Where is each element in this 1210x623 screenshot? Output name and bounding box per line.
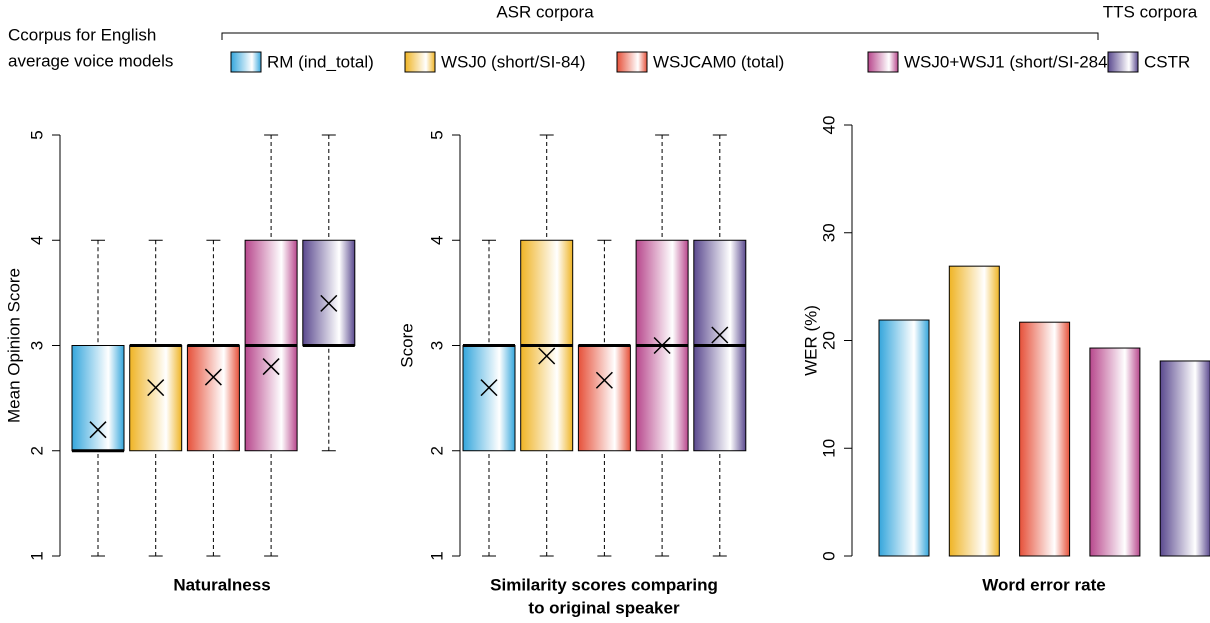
- y-tick-label: 3: [27, 341, 46, 350]
- legend-swatch: [404, 51, 436, 73]
- y-tick-label: 20: [819, 331, 838, 350]
- box: [186, 345, 240, 452]
- y-tick-label: 3: [427, 341, 446, 350]
- legend-title: average voice models: [8, 51, 173, 70]
- y-tick-label: 1: [27, 551, 46, 560]
- bar: [878, 319, 930, 557]
- mean-marker: [262, 358, 280, 376]
- mean-marker: [480, 379, 498, 397]
- legend-swatch: [1107, 51, 1139, 73]
- y-axis-label: WER (%): [801, 305, 820, 376]
- chart-title: Naturalness: [173, 575, 270, 594]
- mean-marker: [89, 421, 107, 439]
- mean-marker: [147, 379, 165, 397]
- chart-title: Similarity scores comparing: [490, 575, 718, 594]
- box: [71, 345, 125, 452]
- bar: [1089, 347, 1141, 557]
- mean-marker: [653, 336, 671, 355]
- bar: [1019, 321, 1071, 557]
- y-tick-label: 0: [819, 551, 838, 560]
- y-tick-label: 2: [427, 446, 446, 455]
- legend-bracket: [221, 32, 1099, 40]
- chart-title: Word error rate: [982, 575, 1105, 594]
- mean-marker: [711, 326, 729, 344]
- y-axis-label: Mean Opinion Score: [4, 268, 23, 423]
- bar: [1159, 360, 1210, 557]
- chart-title: to original speaker: [528, 598, 680, 617]
- legend-group-label: ASR corpora: [496, 2, 594, 21]
- legend-label: RM (ind_total): [267, 52, 374, 71]
- box: [302, 239, 356, 346]
- y-tick-label: 5: [427, 130, 446, 139]
- bar: [948, 265, 1000, 557]
- y-tick-label: 30: [819, 223, 838, 242]
- legend-swatch: [867, 51, 899, 73]
- box: [577, 345, 631, 452]
- y-tick-label: 5: [27, 130, 46, 139]
- legend-label: WSJ0+WSJ1 (short/SI-284): [904, 52, 1113, 71]
- y-tick-label: 2: [27, 446, 46, 455]
- y-tick-label: 1: [427, 551, 446, 560]
- mean-marker: [204, 368, 222, 386]
- mean-marker: [320, 294, 338, 312]
- box: [462, 345, 516, 452]
- legend-label: WSJ0 (short/SI-84): [441, 52, 586, 71]
- y-axis-label: Score: [397, 323, 416, 367]
- legend-label: WSJCAM0 (total): [653, 52, 784, 71]
- legend-label: CSTR: [1144, 52, 1190, 71]
- mean-marker: [538, 347, 556, 365]
- mean-marker: [595, 371, 613, 389]
- legend-group-label: TTS corpora: [1103, 2, 1198, 21]
- box: [129, 345, 183, 452]
- legend-swatch: [616, 51, 648, 73]
- y-tick-label: 40: [819, 116, 838, 135]
- legend-title: Ccorpus for English: [8, 25, 156, 44]
- y-tick-label: 10: [819, 439, 838, 458]
- y-tick-label: 4: [427, 236, 446, 245]
- legend-swatch: [230, 51, 262, 73]
- y-tick-label: 4: [27, 236, 46, 245]
